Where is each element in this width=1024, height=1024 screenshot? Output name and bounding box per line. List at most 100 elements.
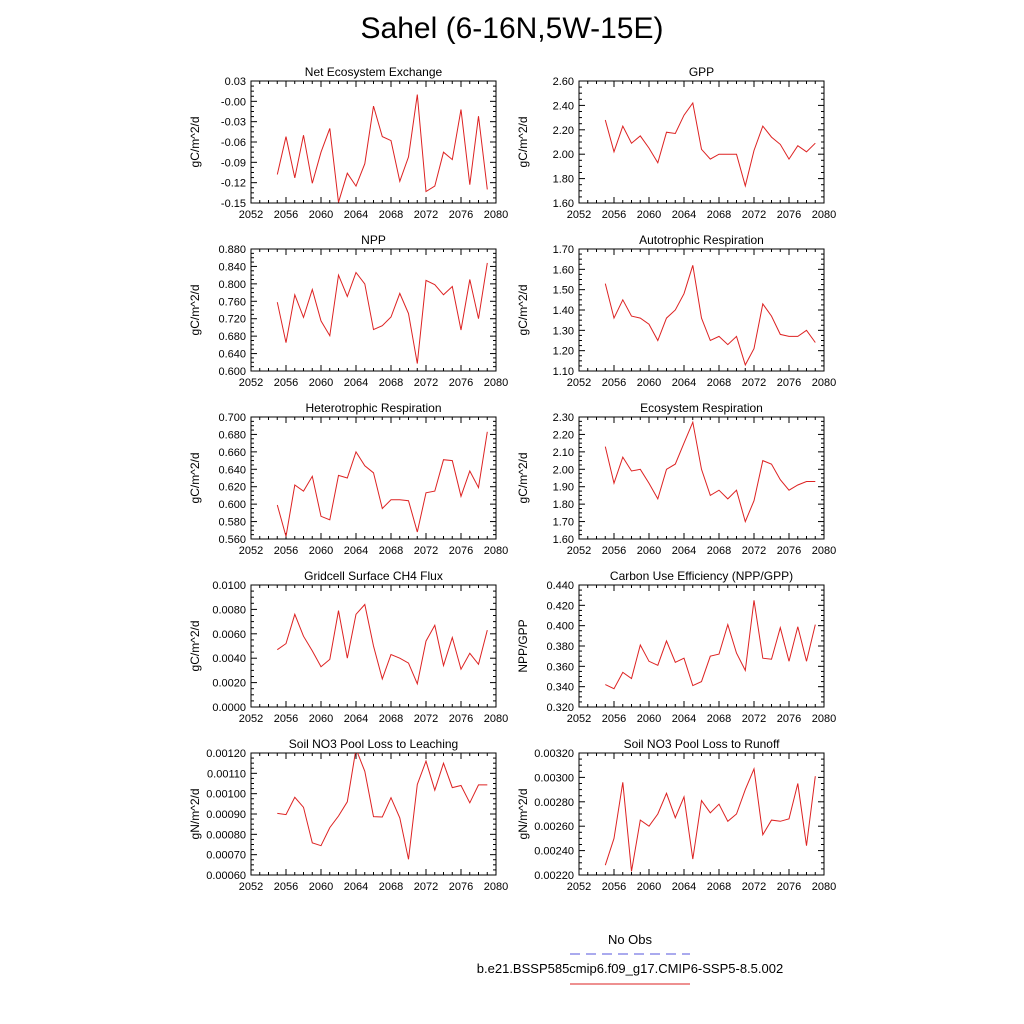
y-tick-label: -0.15 bbox=[221, 198, 246, 210]
x-tick-label: 2060 bbox=[637, 881, 661, 893]
y-tick-label: 0.340 bbox=[546, 682, 574, 694]
y-tick-label: 1.70 bbox=[553, 244, 574, 256]
page-title: Sahel (6-16N,5W-15E) bbox=[360, 12, 664, 45]
y-tick-label: 0.00070 bbox=[206, 850, 246, 862]
y-tick-label: 2.10 bbox=[553, 447, 574, 459]
y-tick-label: 0.00260 bbox=[534, 821, 574, 833]
series-line bbox=[276, 94, 488, 203]
y-axis-label: gC/m^2/d bbox=[188, 117, 202, 168]
x-tick-label: 2068 bbox=[379, 545, 403, 557]
y-tick-label: 1.30 bbox=[553, 325, 574, 337]
panel-soil-no3-pool-loss-to-runoff: Soil NO3 Pool Loss to Runoff gN/m^2/d 2052… bbox=[516, 737, 836, 893]
y-axis-label: gN/m^2/d bbox=[188, 789, 202, 840]
y-tick-label: 0.03 bbox=[225, 76, 246, 88]
y-tick-label: 0.440 bbox=[546, 580, 574, 592]
panel-title: Soil NO3 Pool Loss to Leaching bbox=[289, 737, 458, 751]
x-tick-label: 2068 bbox=[707, 545, 731, 557]
x-tick-label: 2072 bbox=[742, 881, 766, 893]
panel-title: Heterotrophic Respiration bbox=[305, 401, 441, 415]
y-tick-label: 2.30 bbox=[553, 412, 574, 424]
panel-title: Ecosystem Respiration bbox=[640, 401, 763, 415]
y-tick-label: 0.680 bbox=[218, 429, 246, 441]
y-tick-label: 1.70 bbox=[553, 517, 574, 529]
y-tick-label: -0.06 bbox=[221, 137, 246, 149]
x-tick-label: 2076 bbox=[777, 713, 801, 725]
x-tick-label: 2080 bbox=[812, 545, 836, 557]
y-tick-label: 2.00 bbox=[553, 149, 574, 161]
x-tick-label: 2056 bbox=[274, 209, 298, 221]
y-tick-label: 0.00300 bbox=[534, 772, 574, 784]
x-tick-label: 2064 bbox=[344, 545, 368, 557]
x-tick-label: 2068 bbox=[707, 881, 731, 893]
y-tick-label: 1.40 bbox=[553, 305, 574, 317]
x-tick-label: 2080 bbox=[484, 209, 508, 221]
y-tick-label: 0.00090 bbox=[206, 809, 246, 821]
x-tick-label: 2080 bbox=[484, 545, 508, 557]
plot-frame bbox=[578, 584, 825, 708]
x-tick-label: 2072 bbox=[742, 377, 766, 389]
y-tick-label: 0.0080 bbox=[212, 604, 246, 616]
y-tick-label: 0.700 bbox=[218, 412, 246, 424]
panel-title: Autotrophic Respiration bbox=[639, 233, 764, 247]
y-tick-label: 0.840 bbox=[218, 261, 246, 273]
x-tick-label: 2068 bbox=[379, 881, 403, 893]
legend-obs-line bbox=[570, 953, 690, 955]
x-tick-label: 2060 bbox=[637, 377, 661, 389]
y-tick-label: 0.00080 bbox=[206, 829, 246, 841]
y-tick-label: 0.580 bbox=[218, 517, 246, 529]
y-tick-label: 0.0060 bbox=[212, 629, 246, 641]
panel-net-ecosystem-exchange: Net Ecosystem Exchange gC/m^2/d 2052 2056 20… bbox=[188, 65, 508, 221]
plot-frame bbox=[250, 248, 497, 372]
x-tick-label: 2076 bbox=[449, 713, 473, 725]
panel-title: Net Ecosystem Exchange bbox=[305, 65, 443, 79]
x-tick-label: 2072 bbox=[414, 713, 438, 725]
y-tick-label: 1.50 bbox=[553, 285, 574, 297]
x-tick-label: 2072 bbox=[414, 377, 438, 389]
x-tick-label: 2056 bbox=[274, 545, 298, 557]
x-tick-label: 2068 bbox=[707, 713, 731, 725]
x-tick-label: 2072 bbox=[742, 545, 766, 557]
x-tick-label: 2080 bbox=[812, 209, 836, 221]
panel-carbon-use-efficiency-npp-gpp: Carbon Use Efficiency (NPP/GPP) NPP/GPP 20… bbox=[516, 569, 836, 725]
x-tick-label: 2056 bbox=[274, 881, 298, 893]
legend-model-label: b.e21.BSSP585cmip6.f09_g17.CMIP6-SSP5-8.… bbox=[476, 961, 784, 976]
y-tick-label: 0.00060 bbox=[206, 870, 246, 882]
x-tick-label: 2056 bbox=[602, 209, 626, 221]
x-tick-label: 2052 bbox=[567, 881, 591, 893]
y-tick-label: 2.00 bbox=[553, 464, 574, 476]
y-tick-label: 0.00320 bbox=[534, 748, 574, 760]
panel-gpp: GPP gC/m^2/d 2052 2056 2060 2064 2068 2072 2076 2… bbox=[516, 65, 836, 221]
x-tick-label: 2064 bbox=[672, 713, 696, 725]
y-tick-label: 0.660 bbox=[218, 447, 246, 459]
y-tick-label: 0.0040 bbox=[212, 653, 246, 665]
y-axis-label: gC/m^2/d bbox=[516, 453, 530, 504]
y-axis-label: gN/m^2/d bbox=[516, 789, 530, 840]
y-tick-label: -0.00 bbox=[221, 96, 246, 108]
x-tick-label: 2064 bbox=[344, 209, 368, 221]
x-tick-label: 2080 bbox=[484, 881, 508, 893]
x-tick-label: 2060 bbox=[637, 713, 661, 725]
legend-obs-label: No Obs bbox=[607, 932, 653, 947]
y-tick-label: 1.20 bbox=[553, 346, 574, 358]
x-tick-label: 2056 bbox=[602, 881, 626, 893]
y-tick-label: 0.720 bbox=[218, 314, 246, 326]
legend-model-line bbox=[570, 983, 690, 985]
y-tick-label: 0.0020 bbox=[212, 678, 246, 690]
x-tick-label: 2068 bbox=[379, 713, 403, 725]
y-tick-label: 0.600 bbox=[218, 499, 246, 511]
y-axis-label: gC/m^2/d bbox=[188, 285, 202, 336]
y-tick-label: 1.80 bbox=[553, 499, 574, 511]
y-tick-label: 0.360 bbox=[546, 661, 574, 673]
y-tick-label: 1.60 bbox=[553, 264, 574, 276]
x-tick-label: 2068 bbox=[379, 209, 403, 221]
series-line bbox=[276, 431, 488, 537]
panel-gridcell-surface-ch4-flux: Gridcell Surface CH4 Flux gC/m^2/d 2052 205… bbox=[188, 569, 508, 725]
x-tick-label: 2052 bbox=[567, 713, 591, 725]
panel-ecosystem-respiration: Ecosystem Respiration gC/m^2/d 2052 2056 206… bbox=[516, 401, 836, 557]
panel-soil-no3-pool-loss-to-leaching: Soil NO3 Pool Loss to Leaching gN/m^2/d 20… bbox=[188, 737, 508, 893]
x-tick-label: 2076 bbox=[777, 377, 801, 389]
y-axis-label: gC/m^2/d bbox=[516, 285, 530, 336]
x-tick-label: 2076 bbox=[449, 881, 473, 893]
y-tick-label: 2.20 bbox=[553, 429, 574, 441]
y-tick-label: 1.60 bbox=[553, 534, 574, 546]
